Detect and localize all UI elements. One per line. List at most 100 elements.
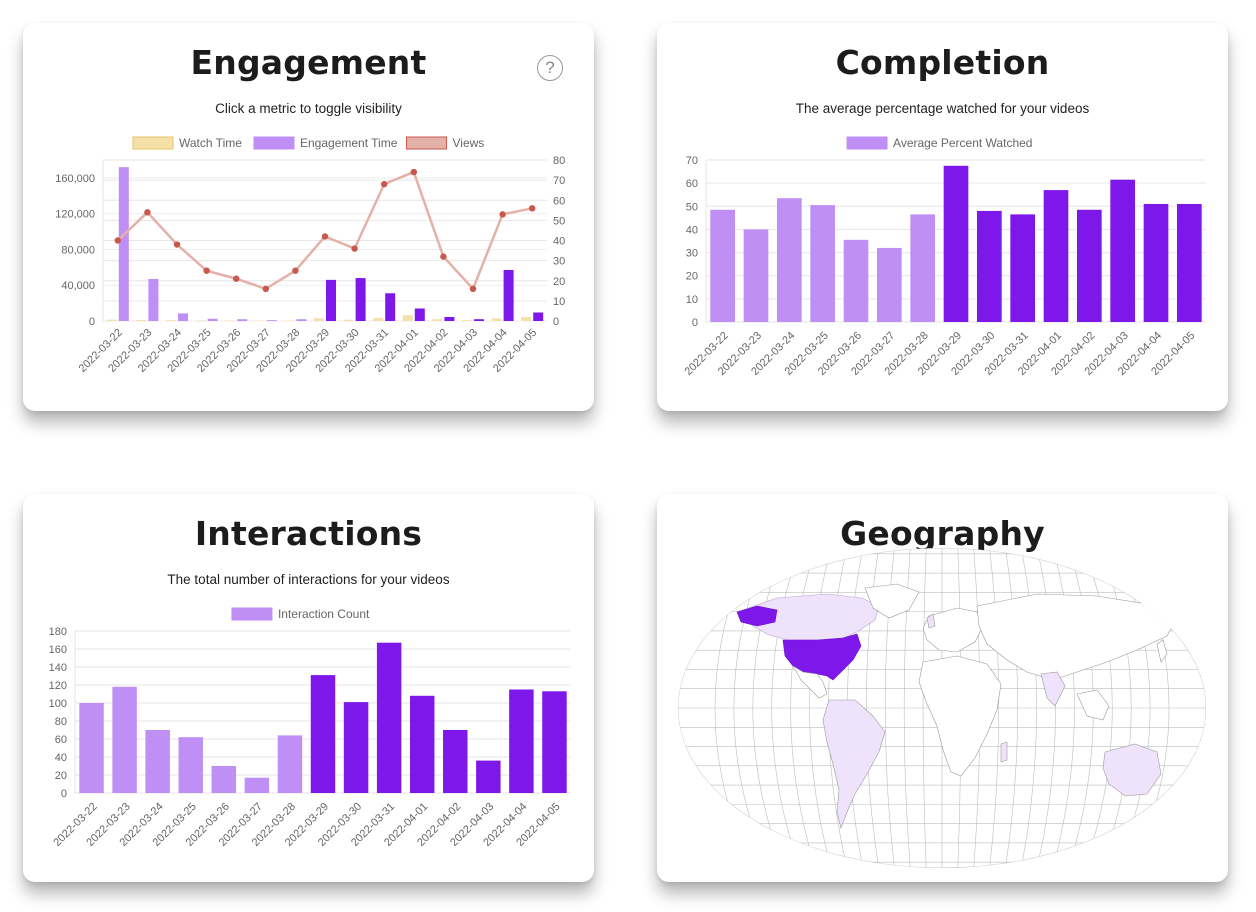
legend-item-engagement-time[interactable]: Engagement Time bbox=[253, 136, 398, 150]
legend-label[interactable]: Views bbox=[453, 136, 485, 150]
data-bar bbox=[977, 210, 1002, 322]
y-right-tick: 10 bbox=[553, 296, 565, 308]
watch-time-bar bbox=[166, 320, 176, 321]
watch-time-bar bbox=[343, 319, 354, 321]
help-icon[interactable]: ? bbox=[537, 55, 563, 81]
engagement-time-bar bbox=[444, 316, 455, 321]
y-tick: 20 bbox=[686, 271, 698, 283]
region-south-america[interactable] bbox=[822, 699, 886, 830]
data-bar bbox=[509, 689, 534, 793]
completion-card: Completion The average percentage watche… bbox=[657, 23, 1228, 411]
legend-item-watch-time[interactable]: Watch Time bbox=[132, 136, 242, 150]
y-right-tick: 30 bbox=[553, 256, 565, 268]
engagement-time-bar bbox=[414, 308, 425, 321]
watch-time-bar bbox=[225, 320, 236, 321]
region-greenland[interactable] bbox=[864, 583, 920, 619]
y-left-tick: 120,000 bbox=[55, 209, 95, 221]
data-bar bbox=[409, 695, 435, 793]
data-bar bbox=[877, 247, 902, 322]
engagement-time-bar bbox=[326, 279, 336, 321]
views-point bbox=[292, 267, 299, 274]
views-point bbox=[529, 205, 536, 212]
data-bar bbox=[112, 686, 137, 793]
legend-swatch[interactable] bbox=[846, 136, 888, 150]
y-right-tick: 0 bbox=[553, 316, 559, 328]
y-right-tick: 70 bbox=[553, 175, 565, 187]
y-tick: 160 bbox=[49, 644, 67, 656]
data-bar bbox=[343, 702, 369, 793]
region-madagascar[interactable] bbox=[1000, 741, 1008, 763]
data-bar bbox=[1010, 214, 1035, 322]
region-asia[interactable] bbox=[976, 593, 1178, 681]
legend-label[interactable]: Interaction Count bbox=[278, 607, 370, 621]
data-bar bbox=[211, 766, 237, 793]
y-left-tick: 160,000 bbox=[55, 173, 95, 185]
data-bar bbox=[1143, 203, 1169, 322]
y-right-tick: 20 bbox=[553, 276, 565, 288]
legend-item-interaction-count[interactable]: Interaction Count bbox=[231, 607, 370, 621]
region-se-asia[interactable] bbox=[1076, 689, 1110, 721]
data-bar bbox=[443, 730, 468, 793]
y-tick: 120 bbox=[49, 680, 67, 692]
interactions-card: Interactions The total number of interac… bbox=[23, 494, 594, 882]
legend-label[interactable]: Engagement Time bbox=[300, 136, 398, 150]
legend-swatch[interactable] bbox=[132, 136, 174, 150]
data-bar bbox=[310, 675, 336, 793]
legend-label[interactable]: Watch Time bbox=[179, 136, 242, 150]
completion-title: Completion bbox=[835, 43, 1050, 82]
data-bar bbox=[743, 229, 769, 322]
world-map[interactable] bbox=[657, 494, 1228, 882]
legend-item-average-percent-watched[interactable]: Average Percent Watched bbox=[846, 136, 1032, 150]
data-bar bbox=[910, 214, 935, 322]
y-tick: 140 bbox=[49, 662, 67, 674]
region-mexico[interactable] bbox=[792, 665, 828, 699]
watch-time-bar bbox=[373, 317, 384, 321]
y-tick: 10 bbox=[686, 294, 698, 306]
region-india[interactable] bbox=[1040, 671, 1066, 707]
engagement-time-bar bbox=[503, 270, 514, 321]
region-australia[interactable] bbox=[1102, 743, 1162, 797]
watch-time-bar bbox=[521, 316, 532, 321]
region-alaska[interactable] bbox=[736, 605, 778, 627]
views-point bbox=[203, 267, 210, 274]
data-bar bbox=[376, 642, 402, 793]
views-point bbox=[262, 285, 269, 292]
data-bar bbox=[810, 205, 835, 322]
legend-label[interactable]: Average Percent Watched bbox=[893, 136, 1032, 150]
views-point bbox=[440, 253, 447, 260]
engagement-time-bar bbox=[385, 293, 396, 321]
y-tick: 180 bbox=[49, 626, 67, 638]
data-bar bbox=[1043, 190, 1069, 322]
engagement-time-bar bbox=[296, 319, 307, 321]
data-bar bbox=[843, 239, 869, 322]
engagement-chart: Watch Time Engagement Time Views 0 10 20 30 40 5… bbox=[55, 136, 565, 375]
data-bar bbox=[244, 777, 270, 793]
y-right-tick: 40 bbox=[553, 236, 565, 248]
data-bar bbox=[1110, 179, 1135, 322]
y-tick: 40 bbox=[686, 224, 698, 236]
watch-time-bar bbox=[284, 320, 295, 321]
engagement-time-bar bbox=[355, 278, 366, 321]
legend-swatch[interactable] bbox=[231, 607, 273, 621]
y-tick: 0 bbox=[61, 788, 67, 800]
engagement-title: Engagement bbox=[190, 43, 427, 82]
region-uk[interactable] bbox=[926, 613, 936, 629]
data-bar bbox=[1077, 209, 1102, 322]
region-japan[interactable] bbox=[1156, 639, 1168, 663]
legend-item-views[interactable]: Views bbox=[406, 136, 485, 150]
legend-swatch[interactable] bbox=[253, 136, 295, 150]
data-bar bbox=[79, 703, 104, 793]
engagement-time-bar bbox=[207, 318, 218, 321]
region-canada[interactable] bbox=[736, 593, 880, 641]
watch-time-bar bbox=[314, 318, 324, 321]
data-bar bbox=[777, 198, 802, 322]
data-bar bbox=[1177, 203, 1202, 322]
y-left-tick: 80,000 bbox=[61, 244, 95, 256]
legend-swatch[interactable] bbox=[406, 136, 447, 150]
engagement-time-bar bbox=[148, 278, 159, 321]
region-africa[interactable] bbox=[918, 655, 1002, 777]
y-left-tick: 40,000 bbox=[61, 280, 95, 292]
region-europe[interactable] bbox=[922, 607, 984, 653]
views-point bbox=[381, 180, 388, 188]
interactions-title: Interactions bbox=[194, 514, 423, 553]
